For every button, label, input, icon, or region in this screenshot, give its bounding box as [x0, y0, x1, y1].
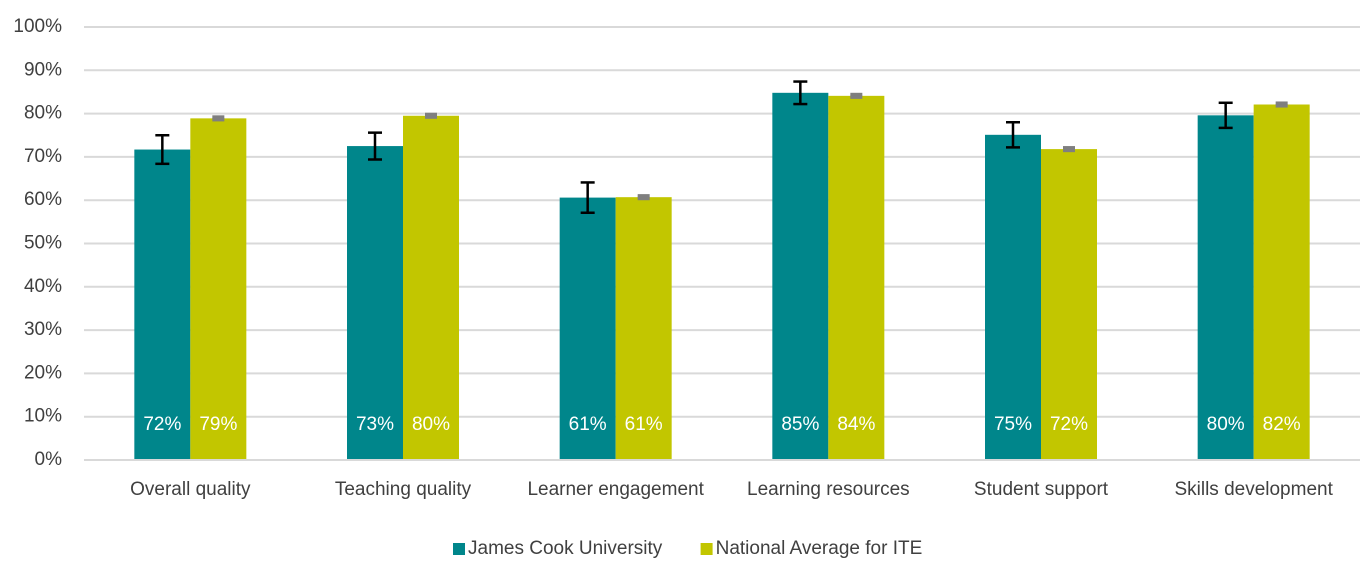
data-label: 61%	[625, 414, 663, 435]
y-tick-label: 80%	[24, 103, 62, 124]
y-tick-label: 40%	[24, 276, 62, 297]
error-bar	[637, 194, 650, 201]
data-label: 79%	[199, 414, 237, 435]
data-label: 85%	[781, 414, 819, 435]
error-bar	[368, 131, 382, 161]
legend-label: National Average for ITE	[716, 538, 923, 559]
legend-label: James Cook University	[468, 538, 663, 559]
bar	[403, 115, 459, 460]
error-bar	[580, 181, 595, 215]
error-bar	[1218, 101, 1233, 130]
data-label: 80%	[412, 414, 450, 435]
bar	[1253, 104, 1310, 460]
y-tick-label: 0%	[35, 449, 63, 470]
legend-swatch	[453, 543, 465, 555]
bar	[828, 95, 885, 461]
bar	[985, 134, 1041, 460]
data-label: 72%	[1050, 414, 1088, 435]
bar	[347, 146, 403, 460]
legend-swatch	[700, 543, 713, 555]
error-bar	[850, 92, 863, 99]
error-bar	[425, 112, 437, 119]
data-label: 82%	[1263, 414, 1301, 435]
data-label: 61%	[569, 414, 607, 435]
x-tick-label: Overall quality	[130, 479, 251, 500]
data-label: 80%	[1207, 414, 1245, 435]
bar	[190, 118, 247, 460]
bar	[772, 92, 829, 460]
error-bar	[1063, 146, 1075, 153]
y-tick-label: 50%	[24, 233, 62, 254]
error-bar	[1006, 121, 1020, 149]
bar	[134, 149, 191, 460]
data-label: 84%	[837, 414, 875, 435]
y-tick-label: 30%	[24, 319, 62, 340]
error-bar	[212, 115, 225, 122]
data-label: 75%	[994, 414, 1032, 435]
error-bar	[793, 80, 808, 106]
y-tick-label: 90%	[24, 59, 62, 80]
error-bar	[1275, 101, 1288, 108]
y-tick-label: 60%	[24, 189, 62, 210]
data-label: 72%	[143, 414, 181, 435]
data-label: 73%	[356, 414, 394, 435]
x-tick-label: Skills development	[1174, 479, 1333, 500]
x-tick-label: Teaching quality	[335, 479, 472, 500]
x-tick-label: Learner engagement	[527, 479, 704, 500]
bar	[1197, 115, 1254, 460]
y-tick-label: 10%	[24, 406, 62, 427]
bar	[1041, 149, 1097, 460]
y-tick-label: 100%	[13, 16, 62, 37]
bar	[559, 197, 616, 461]
x-tick-label: Learning resources	[747, 479, 910, 500]
y-tick-label: 70%	[24, 146, 62, 167]
x-tick-label: Student support	[974, 479, 1109, 500]
bar	[615, 197, 672, 460]
error-bar	[155, 134, 170, 166]
y-tick-label: 20%	[24, 362, 62, 383]
